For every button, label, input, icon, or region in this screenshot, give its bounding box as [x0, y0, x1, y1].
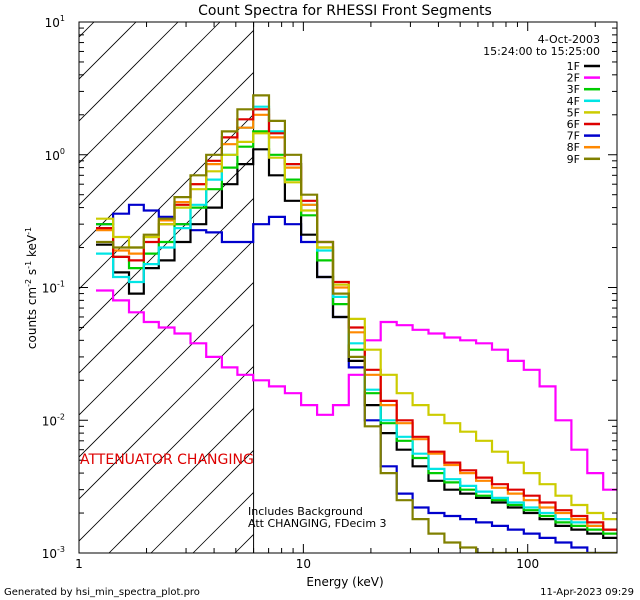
footer-timestamp: 11-Apr-2023 09:29	[540, 587, 634, 598]
legend-label: 6F	[567, 118, 580, 131]
legend-label: 5F	[567, 106, 580, 119]
y-axis-label: counts cm-2 s-1 keV-1	[24, 227, 39, 349]
legend-entry-1F: 1F	[567, 60, 600, 73]
footer-generated-by: Generated by hsi_min_spectra_plot.pro	[4, 587, 200, 598]
legend-entry-4F: 4F	[567, 95, 600, 108]
hatch-line	[79, 155, 254, 332]
hatched-region	[0, 22, 640, 553]
hatch-line	[79, 323, 254, 500]
series-line-6F	[96, 108, 617, 531]
time-range-label: 15:24:00 to 15:25:00	[483, 45, 600, 58]
x-tick-label: 10	[296, 557, 311, 571]
hatch-line	[79, 365, 254, 542]
y-tick-label: 101	[45, 14, 65, 30]
y-tick-label: 100	[45, 147, 65, 163]
y-tick-label: 10-2	[42, 412, 65, 428]
legend-label: 9F	[567, 153, 580, 166]
hatch-line	[79, 197, 254, 374]
legend-label: 3F	[567, 83, 580, 96]
x-tick-label: 100	[516, 557, 539, 571]
hatch-line	[108, 407, 254, 553]
legend-label: 4F	[567, 95, 580, 108]
legend-entry-7F: 7F	[567, 130, 600, 143]
series-line-2F	[96, 289, 617, 491]
y-tick-label: 10-1	[42, 280, 65, 296]
series-line-1F	[96, 148, 617, 539]
date-label: 4-Oct-2003	[538, 33, 600, 46]
series-line-4F	[96, 105, 617, 531]
hatch-line	[0, 22, 10, 553]
legend-label: 1F	[567, 60, 580, 73]
note-attenuator: Att CHANGING, FDecim 3	[248, 517, 387, 530]
legend-entry-6F: 6F	[567, 118, 600, 131]
y-tick-label: 10-3	[42, 545, 65, 561]
legend-label: 8F	[567, 141, 580, 154]
legend-entry-9F: 9F	[567, 153, 600, 166]
series-line-8F	[96, 113, 617, 531]
hatch-line	[79, 22, 179, 122]
hatch-line	[79, 281, 254, 458]
hatch-line	[571, 22, 640, 553]
series-line-9F	[96, 94, 617, 553]
hatch-line	[79, 71, 254, 248]
legend-entry-2F: 2F	[567, 72, 600, 85]
legend-entry-8F: 8F	[567, 141, 600, 154]
attenuator-label: ATTENUATOR CHANGING	[80, 452, 254, 468]
legend-label: 7F	[567, 130, 580, 143]
hatch-line	[79, 239, 254, 416]
chart-title: Count Spectra for RHESSI Front Segments	[198, 3, 492, 19]
note-background: Includes Background	[248, 505, 363, 518]
hatch-line	[79, 29, 254, 206]
series-line-5F	[96, 132, 617, 521]
legend-entry-3F: 3F	[567, 83, 600, 96]
series-line-3F	[96, 130, 617, 535]
hatch-line	[79, 22, 221, 164]
x-tick-label: 1	[75, 557, 83, 571]
hatch-line	[79, 22, 137, 80]
legend-label: 2F	[567, 72, 580, 85]
hatch-line	[150, 449, 254, 553]
legend-entry-5F: 5F	[567, 106, 600, 119]
x-axis-label: Energy (keV)	[306, 575, 383, 589]
